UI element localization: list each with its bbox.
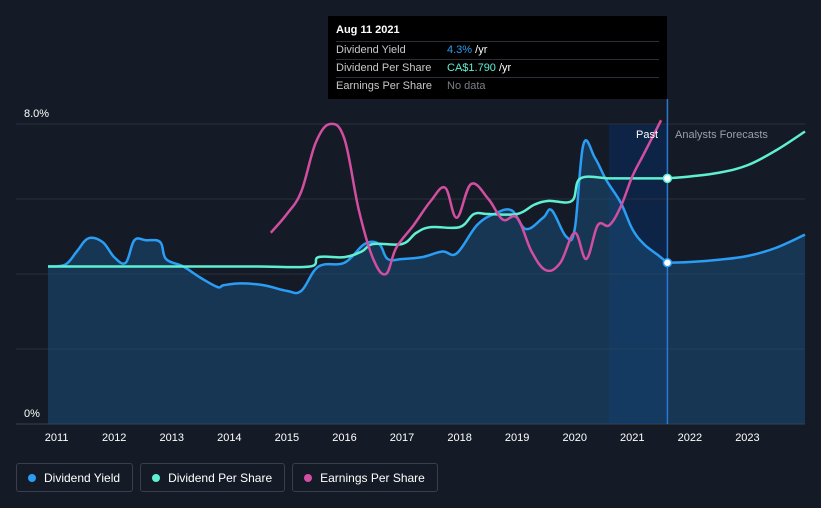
x-tick-label: 2020 [562,432,586,444]
x-tick-label: 2016 [332,432,356,444]
earnings-per-share-line [269,119,663,276]
x-tick-label: 2022 [678,432,702,444]
legend-item-earnings-per-share[interactable]: Earnings Per Share [292,463,438,492]
x-tick-label: 2017 [390,432,414,444]
tooltip-label: Earnings Per Share [336,80,432,92]
x-tick-label: 2012 [102,432,126,444]
x-tick-label: 2019 [505,432,529,444]
tooltip-label: Dividend Per Share [336,62,432,74]
legend-item-dividend-yield[interactable]: Dividend Yield [16,463,134,492]
dividend-per-share-line [48,175,668,269]
dividend-yield-forecast-line [667,233,806,264]
x-tick-label: 2014 [217,432,241,444]
tooltip-suffix: /yr [495,62,512,74]
tooltip-row-earnings-per-share: Earnings Per Share No data [336,77,659,94]
axis-labels: 0% 8.0% 2011 2012 2013 2014 2015 2016 2017 2018 20… [24,108,760,444]
legend-label: Dividend Yield [44,470,121,485]
x-tick-label: 2011 [45,432,69,444]
tooltip-value: CA$1.790 [447,62,496,74]
tooltip-value: No data [447,80,486,92]
x-tick-label: 2018 [447,432,471,444]
tooltip-row-dividend-per-share: Dividend Per Share CA$1.790 /yr [336,59,659,76]
tooltip-date: Aug 11 2021 [336,24,400,36]
dividend-yield-dot-icon [28,473,36,482]
legend: Dividend Yield Dividend Per Share Earnin… [16,463,438,492]
series-layer [47,119,806,295]
tooltip-value: 4.3% [447,44,473,56]
past-label: Past [636,129,659,141]
legend-label: Earnings Per Share [320,470,425,485]
y-tick-label: 8.0% [24,108,49,120]
legend-item-dividend-per-share[interactable]: Dividend Per Share [140,463,286,492]
earnings-per-share-dot-icon [304,473,313,482]
tooltip-suffix: /yr [472,44,488,56]
tooltip-label: Dividend Yield [336,44,406,56]
dividend-yield-current-point [662,258,673,268]
markers [662,173,673,268]
dividend-per-share-current-point [662,173,673,184]
y-tick-label: 0% [24,408,40,420]
legend-label: Dividend Per Share [168,470,273,485]
analysts-forecasts-label: Analysts Forecasts [675,129,768,141]
x-tick-label: 2015 [275,432,299,444]
tooltip: Aug 11 2021 Dividend Yield 4.3% /yr Divi… [328,16,667,99]
x-tick-label: 2021 [620,432,644,444]
dividend-per-share-dot-icon [152,473,161,482]
tooltip-row-dividend-yield: Dividend Yield 4.3% /yr [336,41,659,58]
x-tick-label: 2013 [160,432,184,444]
x-tick-label: 2023 [735,432,759,444]
dividend-yield-line [47,139,669,295]
dividend-per-share-forecast-line [667,130,806,180]
dividend-yield-area [48,140,805,425]
